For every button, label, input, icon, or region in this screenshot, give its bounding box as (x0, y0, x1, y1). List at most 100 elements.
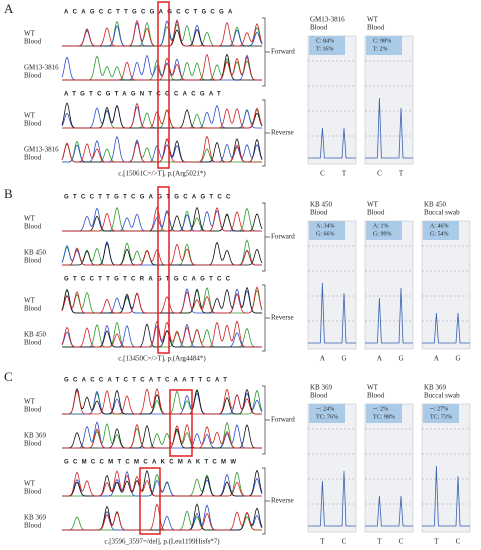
pyrogram-trace (422, 465, 470, 527)
base-label: C (320, 170, 325, 178)
chromatogram-trace (62, 503, 262, 531)
tissue: Blood (24, 305, 42, 313)
chromatogram-trace (61, 135, 262, 163)
base-label: G (455, 355, 460, 363)
sample-name: WT (24, 480, 36, 488)
tissue: Blood (367, 24, 385, 32)
sample-name: WT (24, 215, 36, 223)
pyrogram-trace (422, 312, 470, 344)
direction: Reverse (271, 497, 294, 505)
bracket (262, 202, 266, 272)
plot-area (364, 220, 414, 350)
chromatogram-trace (62, 470, 262, 497)
panel-label: C (4, 369, 13, 384)
base-label: T (377, 538, 382, 546)
sequence: GTCCTTGTCGAGTGCAGTCC (64, 195, 235, 201)
tissue: Blood (310, 209, 328, 217)
sample-name: WT (24, 30, 36, 38)
highlight (169, 389, 193, 457)
sample-name: GM13-3816 (24, 64, 59, 72)
tissue: Blood (367, 209, 385, 217)
bracket (262, 385, 266, 455)
sample-name: WT (367, 384, 379, 392)
chromatogram-trace (62, 423, 262, 449)
sample-name: KB 369 (24, 514, 46, 522)
highlight (139, 467, 161, 535)
base-label: G (341, 355, 346, 363)
plot-area (421, 220, 471, 350)
sample-name: KB 450 (24, 249, 46, 257)
chromatogram-trace (62, 390, 263, 415)
tissue: Blood (24, 38, 42, 46)
chromatogram-trace (62, 243, 262, 266)
panel-label: A (4, 1, 14, 16)
sequence: ATGTCGTAGNTCGCACGAT (64, 92, 225, 98)
base-label: A (434, 355, 439, 363)
sample-name: GM13-3816 (310, 16, 345, 24)
result: A: 34% (316, 223, 335, 229)
direction: Reverse (271, 314, 294, 322)
tissue: Blood (24, 406, 42, 414)
chromatogram-trace (62, 53, 262, 81)
result-box (309, 221, 345, 240)
plot-area (421, 403, 471, 533)
direction: Forward (271, 48, 295, 56)
result: A: 1% (373, 223, 389, 229)
sample-name: WT (24, 297, 36, 305)
sample-name: KB 450 (310, 201, 332, 209)
tissue: Blood (24, 72, 42, 80)
tissue: Blood (24, 488, 42, 496)
tissue: Blood (24, 120, 42, 128)
tissue: Buccal swab (424, 209, 460, 217)
tissue: Blood (310, 392, 328, 400)
base-label: A (377, 355, 382, 363)
mutation: c.[15061C=/>T], p.(Arg5021*) (118, 170, 206, 178)
pyrogram-trace (308, 127, 356, 159)
pyrogram-trace (308, 282, 356, 344)
chromatogram-trace (62, 421, 262, 449)
plot-area (364, 35, 414, 165)
highlight (157, 1, 170, 169)
result: --: 24% (316, 406, 334, 412)
base-label: C (456, 538, 461, 546)
chromatogram-trace (62, 206, 263, 232)
result: TC: 98% (373, 414, 395, 420)
plot-area (307, 403, 357, 533)
sequence: GCACCATCTCATCAATTCAT (64, 378, 231, 384)
sample-name: KB 369 (310, 384, 332, 392)
result-box (366, 36, 402, 55)
plot-area (307, 220, 357, 350)
result-box (309, 36, 345, 55)
chromatogram-trace (62, 206, 262, 232)
result: T: 16% (316, 46, 334, 52)
mutation: c.[13450C=/>T], p.(Arg4484*) (118, 355, 206, 363)
result: TC: 73% (430, 414, 452, 420)
pyrogram-trace (308, 470, 356, 527)
result-box (309, 404, 345, 423)
base-label: C (377, 170, 382, 178)
chromatogram-trace (62, 102, 263, 129)
result: T: 2% (373, 46, 388, 52)
base-label: T (342, 170, 347, 178)
base-label: G (398, 355, 403, 363)
bracket (262, 284, 266, 352)
plot-area (307, 35, 357, 165)
sequence: ACAGCCTTGCGAGCCTGCGA (64, 10, 237, 16)
sample-name: KB 369 (424, 384, 446, 392)
highlight (157, 186, 170, 354)
chromatogram-trace (62, 388, 262, 415)
chromatogram-trace (61, 239, 262, 266)
pyrogram-trace (365, 287, 413, 344)
sample-name: GM13-3816 (24, 146, 59, 154)
result: G: 54% (430, 231, 449, 237)
chromatogram-trace (62, 321, 262, 348)
base-label: T (399, 170, 404, 178)
base-label: C (342, 538, 347, 546)
direction: Forward (271, 416, 295, 424)
tissue: Blood (24, 257, 42, 265)
pyrogram-trace (365, 495, 413, 527)
tissue: Blood (24, 154, 42, 162)
result: C: 98% (373, 38, 391, 44)
pyrogram-trace (365, 97, 413, 159)
chromatogram-trace (62, 19, 263, 47)
